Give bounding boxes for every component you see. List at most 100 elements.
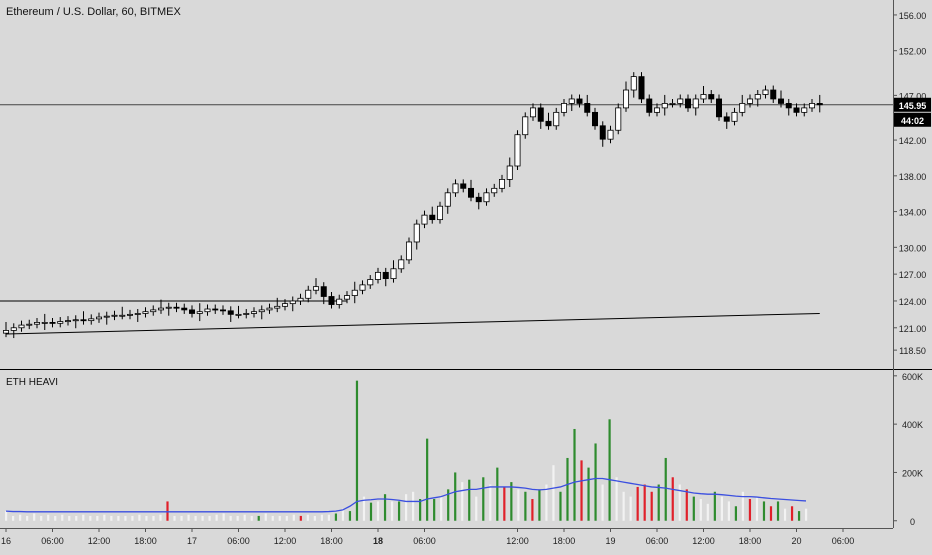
volume-bar <box>187 514 190 521</box>
volume-bar <box>152 515 155 521</box>
time-axis-tick-label: 18:00 <box>553 536 576 546</box>
time-axis-tick-label: 20 <box>791 536 801 546</box>
price-axis-tick-label: 134.00 <box>899 208 927 218</box>
volume-axis-tick-label: 200K <box>902 468 923 478</box>
candle-body <box>398 259 405 270</box>
chart-title: Ethereum / U.S. Dollar, 60, BITMEX <box>6 6 181 18</box>
volume-bar <box>552 465 555 521</box>
volume-bar <box>748 499 752 521</box>
volume-bar <box>601 484 604 521</box>
volume-bar <box>236 515 239 521</box>
candle-body <box>770 89 777 100</box>
volume-bar <box>257 515 260 521</box>
volume-bar <box>657 484 660 521</box>
candle-body <box>723 116 730 122</box>
candle-body <box>545 120 552 127</box>
candle-body <box>475 196 482 203</box>
volume-bar <box>222 513 225 521</box>
volume-bar <box>124 515 127 521</box>
price-axis-tick-label: 138.00 <box>899 172 927 182</box>
candle-body <box>119 314 126 317</box>
volume-bar <box>720 496 723 521</box>
volume-bar <box>180 515 183 521</box>
time-axis-tick-label: 17 <box>187 536 197 546</box>
candle-body <box>219 309 226 312</box>
volume-bar <box>545 484 548 521</box>
volume-bar <box>685 489 688 521</box>
volume-bar <box>369 502 373 521</box>
volume-bar <box>804 508 808 521</box>
candle-body <box>452 183 459 194</box>
candle-body <box>343 295 350 300</box>
candle-body <box>312 286 319 291</box>
volume-bar <box>243 514 246 521</box>
candle-body <box>188 309 195 314</box>
candle-body <box>289 300 296 305</box>
time-axis-tick-label: 18:00 <box>739 536 762 546</box>
volume-bar <box>26 515 29 521</box>
candle-body <box>537 107 544 122</box>
volume-bar <box>103 514 106 521</box>
candle-body <box>793 107 800 113</box>
candle-body <box>522 116 529 136</box>
candle-body <box>754 94 761 100</box>
candle-body <box>654 107 661 113</box>
volume-bar <box>727 501 730 521</box>
volume-bar <box>440 496 443 521</box>
volume-bar <box>615 477 618 521</box>
time-axis-tick-label: 16 <box>1 536 11 546</box>
volume-bar <box>482 477 485 521</box>
volume-bar <box>327 514 330 521</box>
candle-body <box>692 98 699 109</box>
candle-body <box>281 303 288 307</box>
candle-body <box>274 305 281 309</box>
volume-bar <box>468 479 471 521</box>
candle-body <box>421 214 428 225</box>
candle-body <box>111 314 118 317</box>
volume-bar <box>145 515 148 521</box>
volume-bar <box>40 515 43 521</box>
candle-body <box>181 307 188 311</box>
volume-bar <box>426 438 429 521</box>
volume-bar <box>769 506 773 521</box>
candle-body <box>134 313 141 315</box>
candle-body <box>34 322 41 325</box>
trendline <box>5 312 820 335</box>
volume-bar <box>433 499 436 521</box>
volume-bar <box>250 515 253 521</box>
volume-bar <box>692 496 695 521</box>
volume-bar <box>75 515 78 521</box>
volume-bar <box>278 515 281 521</box>
last-price-badge <box>894 97 931 112</box>
candle-body <box>297 297 304 302</box>
volume-bar <box>208 515 211 521</box>
candle-body <box>258 309 265 313</box>
last-price-label: 145.95 <box>899 101 927 111</box>
candle-body <box>212 308 219 311</box>
volume-bar <box>82 514 85 521</box>
volume-bar <box>166 501 169 521</box>
price-axis-tick-label: 124.00 <box>899 297 927 307</box>
time-axis-tick-label: 18 <box>373 536 383 546</box>
volume-bar <box>636 486 639 521</box>
candle-body <box>250 311 257 314</box>
volume-bar <box>524 491 527 521</box>
candle-body <box>88 318 95 322</box>
volume-bar <box>54 515 57 521</box>
volume-bar <box>229 515 232 521</box>
volume-bar <box>797 511 801 521</box>
candle-body <box>568 98 575 104</box>
candle-body <box>80 319 87 322</box>
candle-body <box>96 316 103 320</box>
volume-bar <box>461 482 464 521</box>
time-axis-tick-label: 12:00 <box>274 536 297 546</box>
candle-body <box>3 330 9 334</box>
candle-body <box>436 205 443 221</box>
candle-body <box>576 98 583 104</box>
volume-bar <box>608 419 611 521</box>
volume-bar <box>671 477 674 521</box>
volume-bar <box>531 499 534 521</box>
candle-body <box>227 310 234 315</box>
candle-body <box>809 103 816 109</box>
